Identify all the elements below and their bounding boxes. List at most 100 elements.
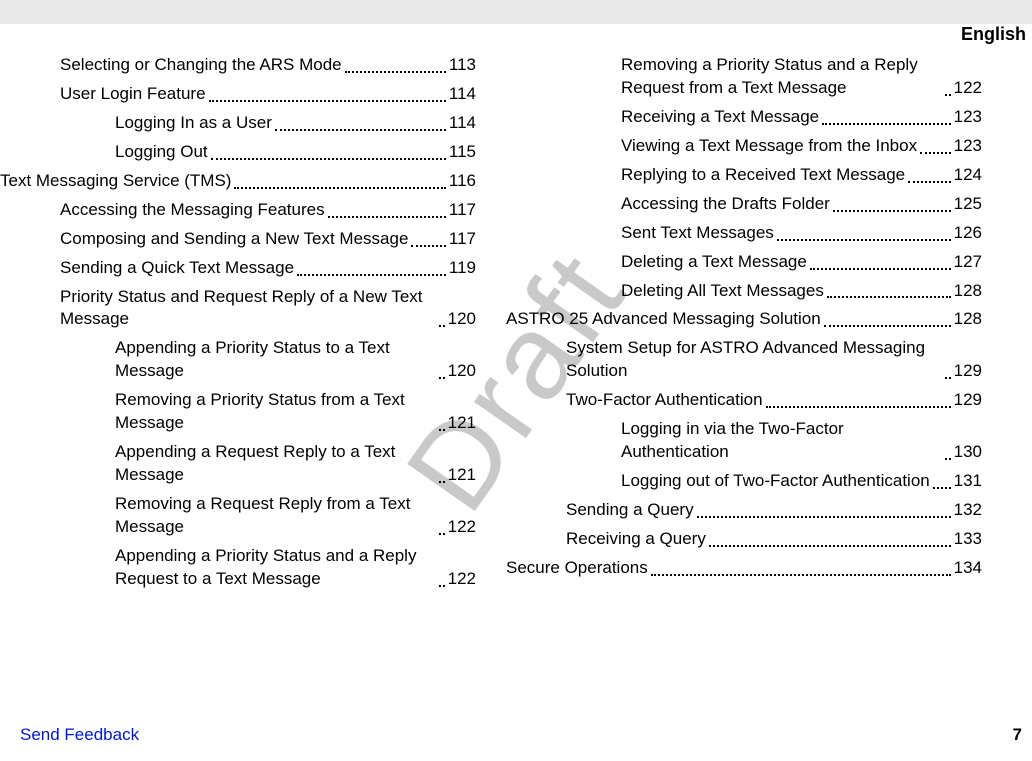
toc-content: Selecting or Changing the ARS Mode 113 Use… <box>0 24 1032 597</box>
toc-leader-dots <box>810 268 951 270</box>
toc-column-right: Removing a Priority Status and a Reply R… <box>506 54 1012 597</box>
toc-leader-dots <box>709 545 951 547</box>
toc-leader-dots <box>920 152 951 154</box>
toc-entry-title: Deleting a Text Message <box>621 251 807 274</box>
toc-entry-page: 123 <box>954 135 982 158</box>
toc-leader-dots <box>439 429 445 431</box>
toc-entry[interactable]: Replying to a Received Text Message124 <box>621 164 982 187</box>
toc-entry-page: 114 <box>449 112 476 135</box>
toc-entry-title: Logging Out <box>115 141 208 164</box>
toc-entry-page: 132 <box>954 499 982 522</box>
toc-leader-dots <box>908 181 951 183</box>
toc-entry-page: 127 <box>954 251 982 274</box>
toc-entry[interactable]: Logging Out 115 <box>115 141 476 164</box>
page-footer: Send Feedback 7 <box>20 725 1022 745</box>
toc-leader-dots <box>439 377 445 379</box>
toc-entry[interactable]: ASTRO 25 Advanced Messaging Solution128 <box>506 308 982 331</box>
toc-entry[interactable]: Sending a Quick Text Message119 <box>60 257 476 280</box>
toc-leader-dots <box>209 100 446 102</box>
toc-entry-title: Receiving a Text Message <box>621 106 819 129</box>
toc-entry[interactable]: Priority Status and Request Reply of a N… <box>60 286 476 332</box>
toc-leader-dots <box>833 210 951 212</box>
toc-entry[interactable]: Receiving a Query 133 <box>566 528 982 551</box>
toc-entry-page: 117 <box>449 228 476 251</box>
toc-entry-page: 122 <box>448 516 476 539</box>
toc-leader-dots <box>439 585 445 587</box>
toc-entry[interactable]: Removing a Priority Status from a Text M… <box>115 389 476 435</box>
toc-leader-dots <box>945 458 951 460</box>
toc-entry[interactable]: Logging out of Two-Factor Authentication… <box>621 470 982 493</box>
toc-leader-dots <box>439 533 445 535</box>
toc-entry-title: Removing a Priority Status from a Text M… <box>115 389 436 435</box>
toc-leader-dots <box>297 274 446 276</box>
toc-entry-title: Viewing a Text Message from the Inbox <box>621 135 917 158</box>
toc-entry[interactable]: Sent Text Messages126 <box>621 222 982 245</box>
toc-entry[interactable]: Removing a Request Reply from a Text Mes… <box>115 493 476 539</box>
toc-entry[interactable]: Deleting a Text Message 127 <box>621 251 982 274</box>
toc-entry-title: Removing a Request Reply from a Text Mes… <box>115 493 436 539</box>
toc-leader-dots <box>211 158 446 160</box>
toc-leader-dots <box>275 129 446 131</box>
toc-leader-dots <box>766 406 951 408</box>
toc-entry-title: Selecting or Changing the ARS Mode <box>60 54 342 77</box>
toc-entry-page: 120 <box>448 360 476 383</box>
toc-entry[interactable]: Text Messaging Service (TMS)116 <box>0 170 476 193</box>
toc-leader-dots <box>411 245 445 247</box>
toc-entry[interactable]: Appending a Priority Status to a Text Me… <box>115 337 476 383</box>
toc-entry-page: 121 <box>448 412 476 435</box>
toc-entry-title: Secure Operations <box>506 557 648 580</box>
toc-entry[interactable]: Two-Factor Authentication129 <box>566 389 982 412</box>
toc-entry[interactable]: Secure Operations 134 <box>506 557 982 580</box>
toc-leader-dots <box>777 239 951 241</box>
toc-entry-page: 123 <box>954 106 982 129</box>
toc-entry[interactable]: Logging in via the Two-Factor Authentica… <box>621 418 982 464</box>
toc-entry[interactable]: Accessing the Messaging Features 117 <box>60 199 476 222</box>
toc-entry[interactable]: Appending a Request Reply to a Text Mess… <box>115 441 476 487</box>
toc-entry[interactable]: Deleting All Text Messages128 <box>621 280 982 303</box>
toc-entry-page: 128 <box>954 280 982 303</box>
toc-entry-title: Receiving a Query <box>566 528 706 551</box>
toc-entry[interactable]: Viewing a Text Message from the Inbox 123 <box>621 135 982 158</box>
toc-entry[interactable]: System Setup for ASTRO Advanced Messagin… <box>566 337 982 383</box>
toc-entry-title: Removing a Priority Status and a Reply R… <box>621 54 942 100</box>
toc-entry-title: Accessing the Messaging Features <box>60 199 325 222</box>
toc-entry[interactable]: Receiving a Text Message 123 <box>621 106 982 129</box>
toc-entry-title: Appending a Priority Status to a Text Me… <box>115 337 436 383</box>
toc-entry-title: Priority Status and Request Reply of a N… <box>60 286 436 332</box>
toc-entry-page: 130 <box>954 441 982 464</box>
send-feedback-link[interactable]: Send Feedback <box>20 725 139 745</box>
top-bar <box>0 0 1032 24</box>
toc-leader-dots <box>945 94 951 96</box>
toc-entry-title: Appending a Request Reply to a Text Mess… <box>115 441 436 487</box>
toc-entry[interactable]: User Login Feature114 <box>60 83 476 106</box>
toc-entry-title: Sending a Query <box>566 499 694 522</box>
toc-entry[interactable]: Selecting or Changing the ARS Mode 113 <box>60 54 476 77</box>
toc-entry-page: 113 <box>449 54 476 77</box>
toc-entry[interactable]: Accessing the Drafts Folder125 <box>621 193 982 216</box>
toc-leader-dots <box>651 574 951 576</box>
toc-entry-page: 133 <box>954 528 982 551</box>
toc-entry[interactable]: Removing a Priority Status and a Reply R… <box>621 54 982 100</box>
toc-entry-page: 117 <box>449 199 476 222</box>
toc-entry-title: Sent Text Messages <box>621 222 774 245</box>
toc-leader-dots <box>697 516 951 518</box>
toc-entry-page: 121 <box>448 464 476 487</box>
toc-entry-title: Replying to a Received Text Message <box>621 164 905 187</box>
toc-leader-dots <box>945 377 951 379</box>
toc-entry[interactable]: Sending a Query 132 <box>566 499 982 522</box>
toc-entry[interactable]: Logging In as a User 114 <box>115 112 476 135</box>
toc-entry[interactable]: Composing and Sending a New Text Message… <box>60 228 476 251</box>
toc-leader-dots <box>827 296 951 298</box>
toc-entry-page: 122 <box>954 77 982 100</box>
toc-entry-page: 134 <box>954 557 982 580</box>
toc-leader-dots <box>933 487 951 489</box>
toc-leader-dots <box>234 187 445 189</box>
toc-entry-title: Logging In as a User <box>115 112 272 135</box>
toc-leader-dots <box>824 325 951 327</box>
toc-entry-title: Appending a Priority Status and a Reply … <box>115 545 436 591</box>
toc-column-left: Selecting or Changing the ARS Mode 113 Use… <box>0 54 506 597</box>
toc-entry-title: System Setup for ASTRO Advanced Messagin… <box>566 337 942 383</box>
toc-entry-page: 115 <box>449 141 476 164</box>
toc-entry[interactable]: Appending a Priority Status and a Reply … <box>115 545 476 591</box>
toc-entry-page: 116 <box>449 170 476 193</box>
